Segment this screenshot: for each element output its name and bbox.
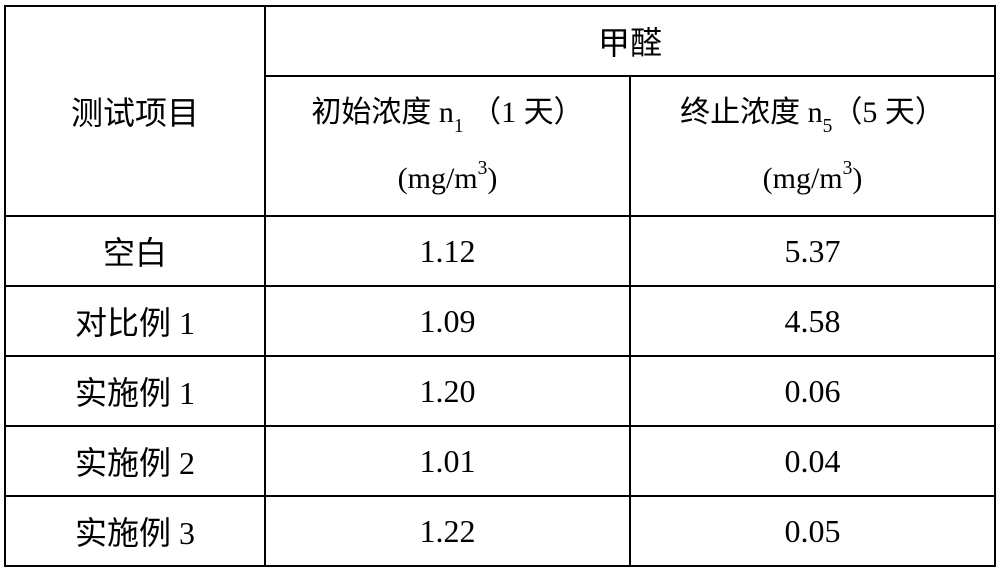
table-row: 空白 1.12 5.37 [5,216,995,286]
row-label: 实施例 3 [5,496,265,566]
table-row: 实施例 2 1.01 0.04 [5,426,995,496]
group-header: 甲醛 [265,6,995,76]
col2-line2-sup: 3 [843,158,853,179]
cell-n5: 5.37 [630,216,995,286]
row-label: 实施例 2 [5,426,265,496]
table-row: 实施例 1 1.20 0.06 [5,356,995,426]
col2-line2-prefix: (mg/m [763,162,843,195]
cell-n5: 0.06 [630,356,995,426]
col1-line2-prefix: (mg/m [398,162,478,195]
cell-n1: 1.09 [265,286,630,356]
cell-n5: 0.04 [630,426,995,496]
table-header-row-1: 测试项目 甲醛 [5,6,995,76]
cell-n1: 1.12 [265,216,630,286]
row-label: 实施例 1 [5,356,265,426]
col1-line1-prefix: 初始浓度 n [311,96,454,129]
table-row: 对比例 1 1.09 4.58 [5,286,995,356]
cell-n1: 1.01 [265,426,630,496]
col2-line1-suffix: （5 天） [832,96,945,129]
col1-line1-sub: 1 [454,116,464,137]
col1-line1-suffix: （1 天） [464,96,584,129]
col2-line1-sub: 5 [823,116,833,137]
column-header-initial: 初始浓度 n1 （1 天） (mg/m3) [265,76,630,216]
data-table: 测试项目 甲醛 初始浓度 n1 （1 天） (mg/m3) 终止浓度 n5（5 … [4,5,996,567]
column-header-final: 终止浓度 n5（5 天） (mg/m3) [630,76,995,216]
row-label: 对比例 1 [5,286,265,356]
cell-n1: 1.20 [265,356,630,426]
cell-n1: 1.22 [265,496,630,566]
col2-line1-prefix: 终止浓度 n [680,96,823,129]
col1-line2-suffix: ) [487,162,497,195]
col1-line2-sup: 3 [478,158,488,179]
cell-n5: 4.58 [630,286,995,356]
col2-line2-suffix: ) [852,162,862,195]
table-row: 实施例 3 1.22 0.05 [5,496,995,566]
row-header-label: 测试项目 [5,6,265,216]
cell-n5: 0.05 [630,496,995,566]
row-label: 空白 [5,216,265,286]
